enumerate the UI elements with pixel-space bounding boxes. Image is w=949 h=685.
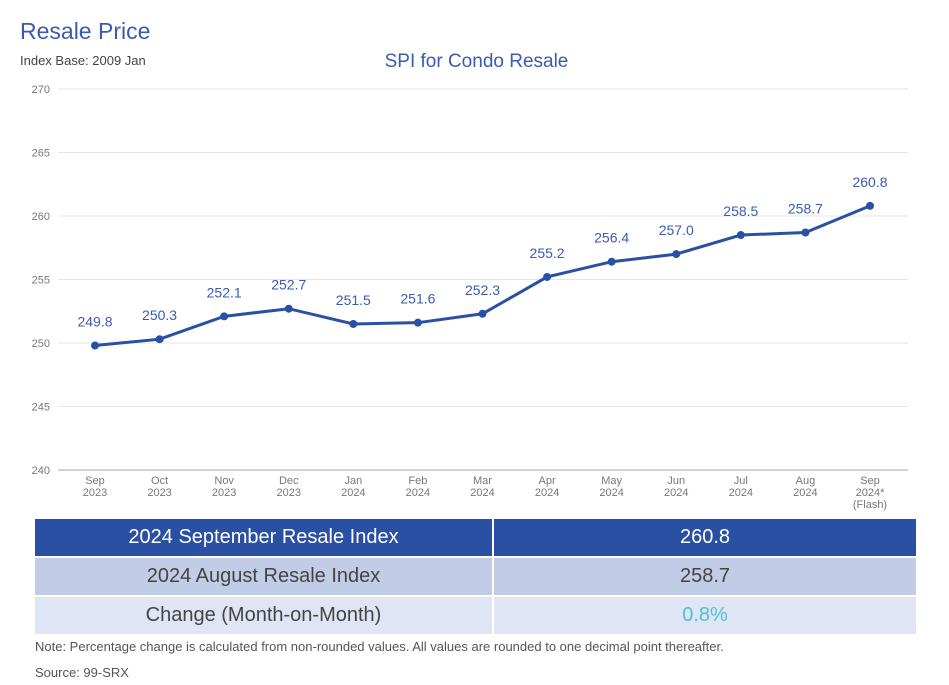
series-line	[94, 204, 871, 348]
y-tick-label: 265	[32, 148, 50, 160]
line-chart: 240245250255260265270Sep2023Oct2023Nov20…	[32, 84, 908, 511]
index-base-subtitle: Index Base: 2009 Jan	[20, 53, 146, 68]
x-tick-label: Dec	[279, 475, 299, 487]
data-point	[607, 257, 616, 266]
x-tick-label: 2023	[277, 487, 301, 499]
data-point	[91, 341, 99, 350]
x-tick-label: Sep	[860, 475, 880, 487]
data-label: 260.8	[852, 174, 887, 190]
row-label: 2024 August Resale Index	[35, 558, 494, 595]
data-label: 256.4	[594, 230, 629, 246]
data-point	[155, 335, 164, 344]
table-row: Change (Month-on-Month) 0.8%	[35, 597, 916, 634]
data-point	[672, 250, 681, 259]
data-point	[284, 304, 293, 313]
x-tick-label: Oct	[151, 475, 168, 487]
source: Source: 99-SRX	[35, 665, 129, 680]
x-tick-label: 2024*	[856, 487, 885, 499]
data-label: 252.3	[465, 282, 500, 298]
row-value: 0.8%	[682, 604, 728, 626]
row-value: 258.7	[679, 565, 731, 587]
row-label: 2024 September Resale Index	[35, 519, 494, 556]
row-value: 260.8	[679, 526, 731, 548]
data-label: 255.2	[530, 245, 565, 261]
data-point	[413, 318, 422, 327]
row-label: Change (Month-on-Month)	[35, 597, 494, 634]
data-label: 250.3	[142, 307, 177, 323]
x-tick-label: May	[601, 475, 622, 487]
x-tick-label: Nov	[214, 475, 234, 487]
x-tick-label: Feb	[408, 475, 427, 487]
data-label: 257.0	[659, 222, 694, 238]
x-tick-label: 2023	[212, 487, 236, 499]
data-label: 251.6	[400, 291, 435, 307]
x-tick-label: 2023	[83, 487, 107, 499]
data-label: 252.7	[271, 277, 306, 293]
y-tick-label: 245	[32, 402, 50, 414]
y-tick-label: 260	[32, 211, 50, 223]
x-tick-label: Jan	[344, 475, 362, 487]
y-tick-label: 270	[32, 84, 50, 96]
x-tick-label: Apr	[539, 475, 556, 487]
x-tick-label: 2024	[470, 487, 494, 499]
chart-title: SPI for Condo Resale	[384, 51, 569, 72]
page-title: Resale Price	[20, 18, 151, 44]
table-row: 2024 August Resale Index 258.7	[35, 558, 916, 595]
y-tick-label: 250	[32, 338, 50, 350]
summary-table: 2024 September Resale Index 260.8 2024 A…	[35, 519, 916, 636]
data-label: 252.1	[207, 284, 242, 300]
data-label: 249.8	[77, 314, 112, 330]
x-tick-label: 2024	[729, 487, 753, 499]
x-tick-label: Aug	[796, 475, 816, 487]
data-point	[866, 201, 874, 210]
x-tick-label: Mar	[473, 475, 492, 487]
data-point	[478, 309, 487, 318]
x-tick-label: (Flash)	[853, 499, 887, 511]
table-row: 2024 September Resale Index 260.8	[35, 519, 916, 556]
data-point	[349, 319, 358, 328]
data-point	[801, 228, 810, 237]
y-tick-label: 240	[32, 465, 50, 477]
data-point	[220, 312, 229, 321]
x-tick-label: 2024	[793, 487, 817, 499]
data-label: 258.7	[788, 201, 823, 217]
data-point	[736, 231, 745, 240]
y-tick-label: 255	[32, 275, 50, 287]
note: Note: Percentage change is calculated fr…	[35, 639, 724, 654]
x-tick-label: Sep	[85, 475, 105, 487]
data-point	[543, 272, 552, 281]
x-tick-label: 2024	[341, 487, 365, 499]
x-tick-label: 2024	[406, 487, 430, 499]
data-label: 258.5	[723, 203, 758, 219]
x-tick-label: 2024	[599, 487, 623, 499]
x-tick-label: 2023	[147, 487, 171, 499]
data-label: 251.5	[336, 292, 371, 308]
x-tick-label: Jun	[667, 475, 685, 487]
x-tick-label: 2024	[535, 487, 559, 499]
x-tick-label: Jul	[734, 475, 748, 487]
x-tick-label: 2024	[664, 487, 688, 499]
